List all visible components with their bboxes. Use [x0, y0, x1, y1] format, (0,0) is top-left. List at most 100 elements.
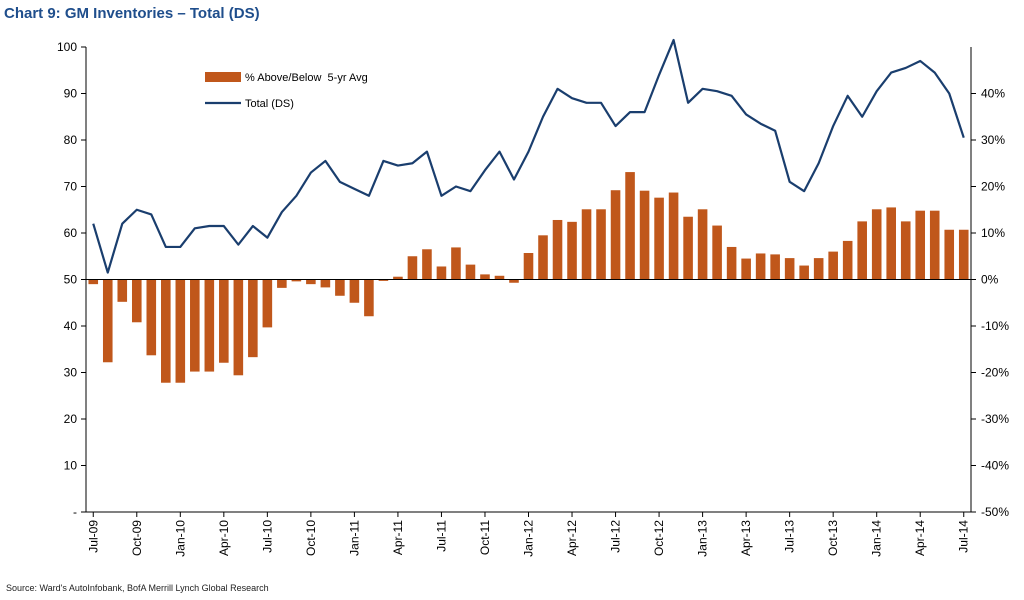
- x-tick-label: Apr-10: [217, 520, 231, 556]
- bar-Jan-11: [349, 279, 360, 303]
- legend-line-label: Total (DS): [245, 98, 294, 110]
- x-tick-label: Jul-14: [957, 520, 971, 553]
- bar-Nov-11: [494, 275, 505, 280]
- bar-Feb-14: [886, 207, 896, 280]
- left-tick-label: 20: [64, 412, 78, 426]
- bar-Jun-13: [770, 254, 780, 280]
- right-axis-ticks: -50% -40% -30% -20% -10% 0% 10% 20% 30% 40%: [971, 87, 1009, 519]
- right-tick-label: 10%: [981, 226, 1005, 240]
- bar-Aug-10: [277, 279, 287, 288]
- bar-Mar-13: [726, 246, 737, 280]
- x-tick-label: Jul-09: [86, 520, 100, 553]
- bar-Nov-09: [146, 279, 157, 356]
- left-tick-label: 10: [64, 459, 78, 473]
- bar-series: [88, 172, 969, 383]
- x-tick-label: Oct-11: [478, 520, 492, 555]
- bar-Nov-12: [668, 192, 679, 280]
- x-tick-label: Apr-12: [565, 520, 579, 556]
- x-tick-label: Jan-10: [173, 520, 187, 557]
- left-tick-label: 60: [64, 226, 78, 240]
- bar-Dec-09: [161, 279, 171, 383]
- bar-Dec-10: [335, 279, 345, 296]
- bar-Apr-14: [915, 210, 926, 280]
- bar-Jul-11: [436, 266, 447, 280]
- right-tick-label: 0%: [981, 273, 999, 287]
- x-tick-label: Jan-11: [347, 520, 361, 556]
- bar-Jan-13: [697, 209, 708, 280]
- x-tick-label: Jul-10: [260, 520, 274, 553]
- bar-Jan-10: [175, 279, 186, 383]
- left-tick-label: 70: [64, 180, 78, 194]
- x-tick-label: Oct-12: [652, 520, 666, 556]
- bar-Jul-10: [262, 279, 273, 328]
- bar-Feb-10: [190, 279, 200, 372]
- x-tick-label: Oct-13: [826, 520, 840, 556]
- bar-May-12: [581, 209, 592, 280]
- bar-Jul-13: [784, 258, 795, 280]
- bar-Mar-14: [900, 221, 911, 280]
- bar-May-11: [407, 256, 418, 280]
- bar-Aug-13: [799, 265, 809, 280]
- bar-Oct-11: [480, 274, 490, 280]
- bar-Sep-09: [117, 279, 128, 302]
- x-tick-label: Jul-13: [783, 520, 797, 553]
- bar-Jun-11: [422, 249, 432, 280]
- x-tick-label: Jan-14: [870, 520, 884, 557]
- right-tick-label: -50%: [981, 505, 1009, 519]
- right-tick-label: 40%: [981, 87, 1005, 101]
- left-axis-ticks: - 10 20 30 40 50 60 70 80 90 100: [57, 40, 86, 519]
- bar-Oct-09: [131, 279, 142, 323]
- left-tick-label: -: [73, 505, 77, 519]
- x-axis-ticks: Jul-09 Oct-09 Jan-10 Apr-10 Jul-10 Oct-10 Jan-…: [86, 512, 971, 557]
- bar-Dec-13: [857, 221, 867, 280]
- bar-Sep-13: [813, 258, 824, 280]
- right-tick-label: -20%: [981, 366, 1009, 380]
- x-tick-label: Jan-12: [522, 520, 536, 557]
- bar-Apr-11: [393, 276, 403, 280]
- x-tick-label: Apr-13: [739, 520, 753, 556]
- bar-Nov-13: [842, 240, 853, 280]
- bar-Feb-11: [364, 279, 374, 317]
- bar-Oct-13: [828, 251, 838, 280]
- chart-title: Chart 9: GM Inventories – Total (DS): [4, 5, 260, 22]
- left-tick-label: 40: [64, 319, 78, 333]
- x-tick-label: Apr-14: [913, 520, 927, 556]
- bar-May-14: [929, 210, 940, 280]
- bar-Feb-13: [712, 225, 722, 280]
- bar-Jan-12: [523, 253, 534, 280]
- bar-Jun-12: [596, 209, 606, 280]
- legend-bar-label: % Above/Below 5-yr Avg: [245, 72, 368, 84]
- bar-Jul-09: [88, 279, 99, 285]
- bar-Feb-12: [538, 235, 548, 280]
- bar-Apr-13: [741, 258, 751, 280]
- bar-Nov-10: [320, 279, 331, 288]
- bar-Jun-10: [248, 279, 258, 358]
- x-tick-label: Jul-12: [609, 520, 623, 553]
- bar-May-13: [755, 253, 766, 280]
- bar-May-10: [233, 279, 244, 376]
- left-tick-label: 80: [64, 133, 78, 147]
- bar-Aug-09: [102, 279, 113, 363]
- bar-Sep-12: [639, 190, 650, 280]
- x-tick-label: Oct-10: [304, 520, 318, 556]
- bar-Mar-10: [204, 279, 215, 372]
- bar-Jul-14: [958, 229, 969, 280]
- left-tick-label: 30: [64, 366, 78, 380]
- legend: % Above/Below 5-yr Avg Total (DS): [205, 72, 368, 110]
- right-tick-label: -10%: [981, 319, 1009, 333]
- bar-Jun-14: [944, 229, 955, 280]
- right-tick-label: 30%: [981, 133, 1005, 147]
- x-tick-label: Jul-11: [434, 520, 448, 552]
- left-tick-label: 90: [64, 87, 78, 101]
- bar-Sep-11: [465, 264, 476, 280]
- bar-Dec-12: [683, 216, 693, 280]
- right-tick-label: -40%: [981, 459, 1009, 473]
- legend-bar-swatch: [205, 72, 241, 82]
- bar-Mar-12: [552, 219, 563, 280]
- bar-Sep-10: [291, 279, 302, 282]
- bar-Aug-11: [451, 247, 461, 280]
- bar-Jan-14: [871, 209, 882, 280]
- source-note: Source: Ward's AutoInfobank, BofA Merril…: [6, 583, 269, 593]
- left-tick-label: 100: [57, 40, 77, 54]
